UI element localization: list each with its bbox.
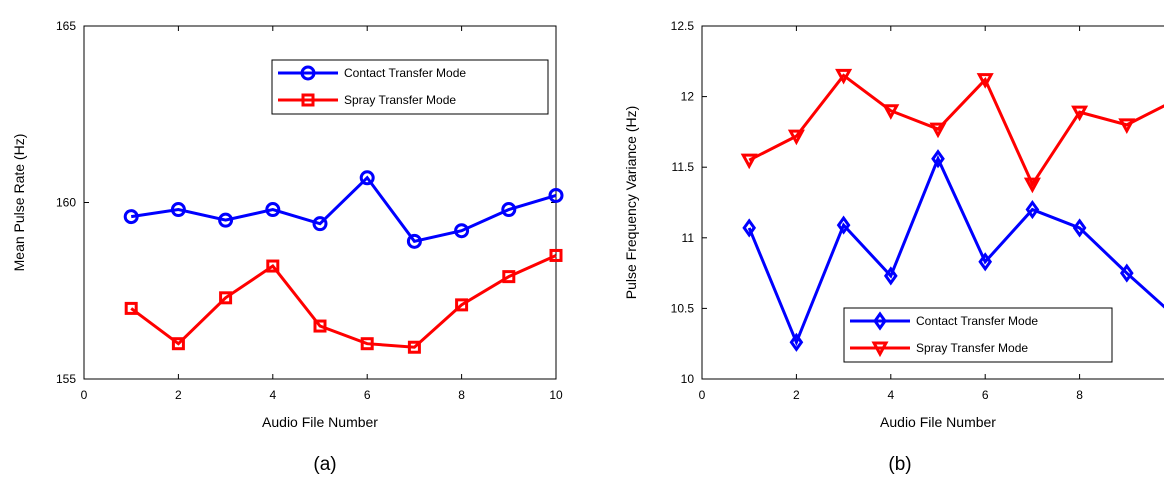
data-point xyxy=(266,259,280,273)
data-point xyxy=(123,209,139,225)
data-point xyxy=(789,332,804,352)
data-point xyxy=(1025,199,1040,220)
y-axis-label: Pulse Frequency Variance (Hz) xyxy=(623,106,639,299)
y-tick-label: 12 xyxy=(681,90,695,104)
panel-caption: (a) xyxy=(313,454,336,475)
x-tick-label: 4 xyxy=(269,388,276,402)
data-point xyxy=(1023,177,1041,194)
data-point xyxy=(407,340,421,354)
data-point xyxy=(929,122,947,139)
data-point xyxy=(454,223,470,239)
legend-entry-label: Contact Transfer Mode xyxy=(344,66,466,80)
data-point xyxy=(219,291,233,305)
y-tick-label: 11 xyxy=(682,231,695,245)
data-point xyxy=(742,218,757,238)
data-point xyxy=(1071,105,1089,122)
data-point xyxy=(978,252,993,272)
data-point xyxy=(976,73,994,89)
legend-box xyxy=(271,59,549,115)
x-tick-label: 8 xyxy=(1076,388,1083,402)
data-point xyxy=(360,337,374,351)
data-point xyxy=(835,68,853,85)
legend-box xyxy=(843,307,1113,363)
x-axis-label: Audio File Number xyxy=(262,414,378,430)
legend-swatch-marker xyxy=(300,65,316,81)
data-point xyxy=(740,153,758,170)
x-tick-label: 0 xyxy=(81,388,88,402)
legend-swatch-marker xyxy=(871,341,889,358)
data-point xyxy=(312,216,328,232)
data-point xyxy=(1119,263,1134,283)
x-tick-label: 8 xyxy=(458,388,465,402)
legend-swatch-marker xyxy=(873,311,887,331)
y-tick-label: 10 xyxy=(681,372,695,386)
data-point xyxy=(455,298,469,312)
y-axis-label: Mean Pulse Rate (Hz) xyxy=(11,134,27,272)
data-point xyxy=(171,337,185,351)
series-line xyxy=(747,154,1164,347)
data-point xyxy=(502,270,516,284)
data-point xyxy=(170,202,186,218)
data-point xyxy=(501,202,517,218)
data-point xyxy=(1118,118,1136,134)
data-point xyxy=(549,248,563,262)
series-0 xyxy=(742,149,1164,352)
data-point xyxy=(883,266,898,286)
data-point xyxy=(124,301,138,315)
y-tick-label: 155 xyxy=(56,372,76,386)
data-point xyxy=(218,212,234,228)
x-tick-label: 0 xyxy=(699,388,706,402)
legend-swatch-marker xyxy=(301,93,315,107)
legend-entry-label: Spray Transfer Mode xyxy=(344,93,456,107)
data-point xyxy=(265,202,281,218)
legend: Contact Transfer Mode Spray Transfer Mode xyxy=(843,307,1113,363)
data-point xyxy=(1072,218,1087,238)
data-point xyxy=(406,233,422,249)
x-axis-label: Audio File Number xyxy=(880,414,996,430)
y-tick-label: 10.5 xyxy=(671,301,695,315)
data-point xyxy=(359,170,375,186)
data-point xyxy=(548,187,564,203)
series-line xyxy=(130,175,557,244)
legend: Contact Transfer Mode Spray Transfer Mode xyxy=(271,59,549,115)
x-tick-label: 4 xyxy=(887,388,894,402)
data-point xyxy=(787,129,805,146)
x-tick-label: 10 xyxy=(549,388,563,402)
panel-caption: (b) xyxy=(888,454,911,475)
chart-panel-a: 0 2 4 6 8 10 155 160 165 Audio File Number Mean Pu… xyxy=(11,19,564,475)
x-tick-label: 6 xyxy=(982,388,989,402)
series-line xyxy=(130,254,557,349)
legend-entry-label: Contact Transfer Mode xyxy=(916,314,1038,328)
x-tick-label: 2 xyxy=(793,388,800,402)
y-tick-label: 12.5 xyxy=(671,19,695,33)
legend-entry-label: Spray Transfer Mode xyxy=(916,341,1028,355)
data-point xyxy=(882,104,900,120)
data-point xyxy=(836,215,851,235)
y-tick-label: 11.5 xyxy=(672,160,695,174)
series-1 xyxy=(740,68,1164,194)
x-tick-label: 6 xyxy=(364,388,371,402)
series-line xyxy=(748,73,1164,188)
series-0 xyxy=(123,170,564,249)
y-tick-label: 160 xyxy=(56,196,76,210)
x-tick-label: 2 xyxy=(175,388,182,402)
y-tick-label: 165 xyxy=(56,19,76,33)
series-1 xyxy=(124,248,563,354)
data-point xyxy=(313,319,327,333)
data-point xyxy=(931,149,945,169)
